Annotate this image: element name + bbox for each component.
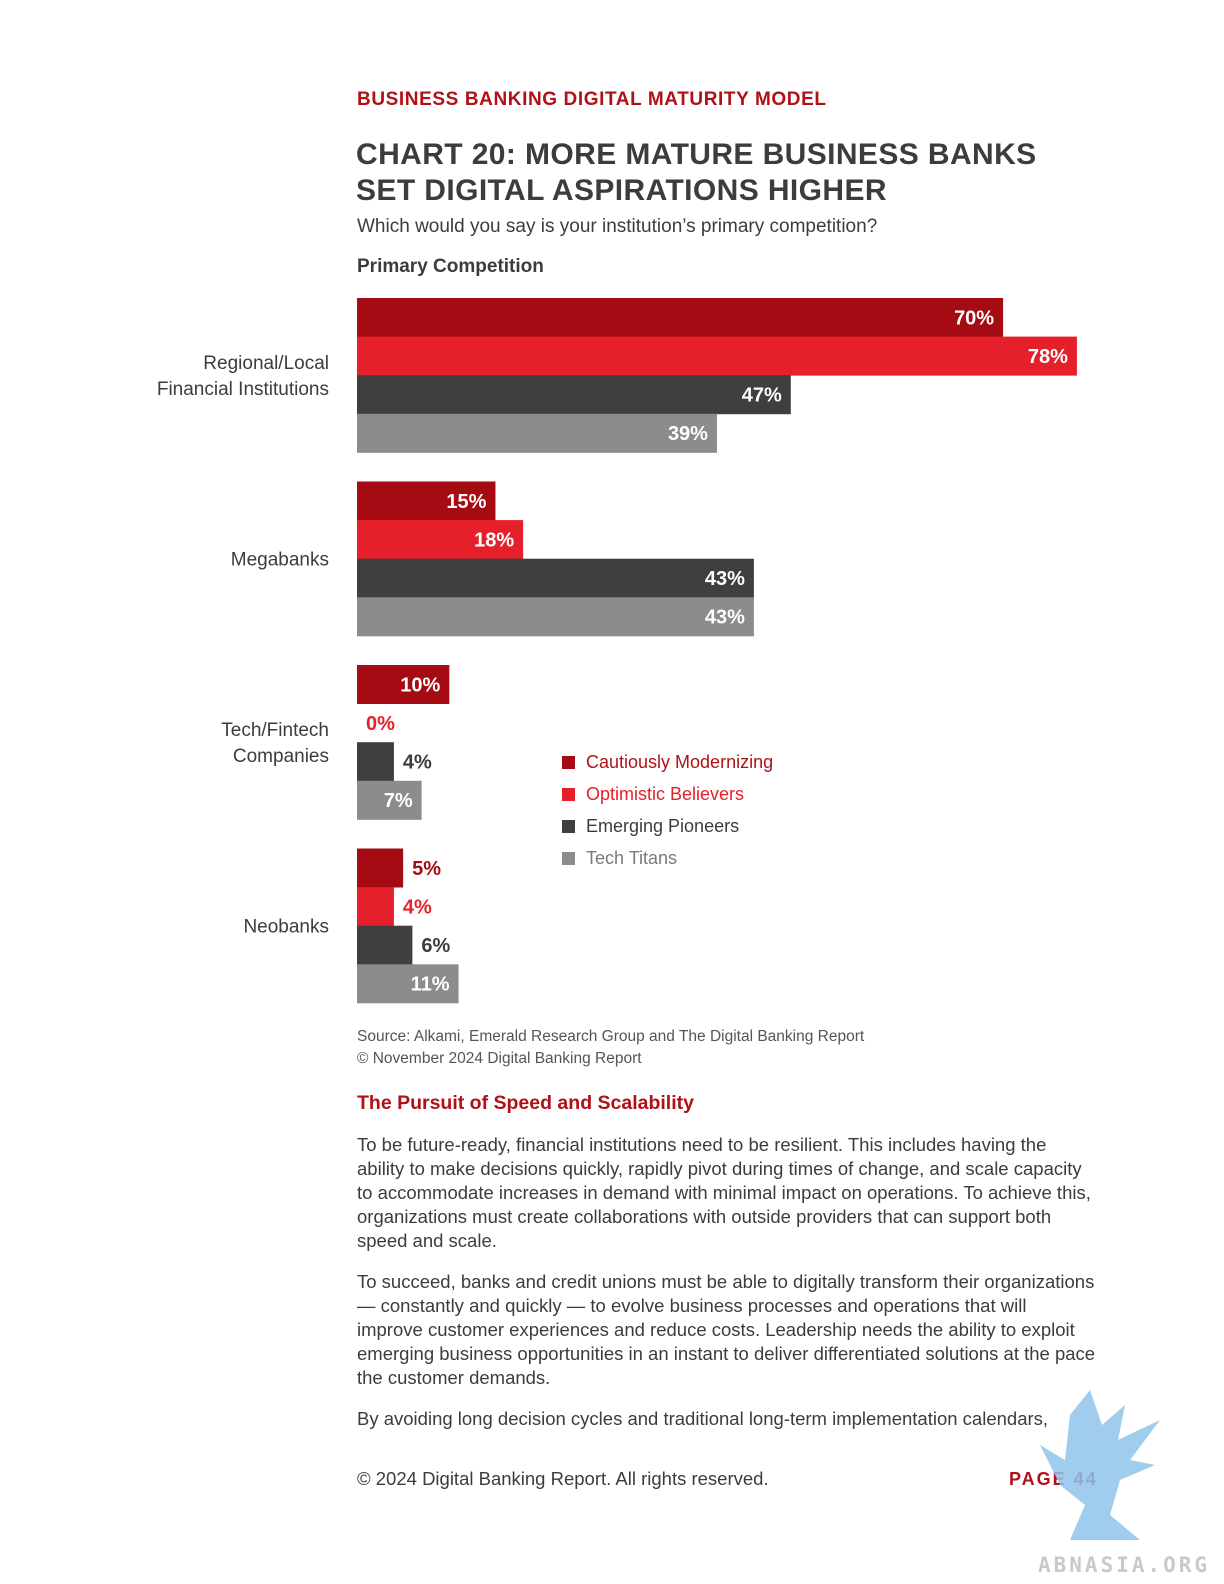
data-label: 18% <box>474 529 514 551</box>
data-label: 10% <box>400 674 440 696</box>
bar <box>357 887 394 927</box>
category-label: Neobanks <box>243 917 329 938</box>
bar <box>357 375 791 415</box>
copyright-line: © November 2024 Digital Banking Report <box>357 1050 642 1067</box>
section-heading: BUSINESS BANKING DIGITAL MATURITY MODEL <box>357 89 827 110</box>
chart-title-line-2: SET DIGITAL ASPIRATIONS HIGHER <box>356 174 887 207</box>
chart-title: CHART 20: MORE MATURE BUSINESS BANKS SET… <box>356 137 1116 209</box>
category-label: Regional/Local <box>203 353 329 374</box>
data-label: 0% <box>366 713 395 735</box>
bar <box>357 925 413 965</box>
bar <box>357 298 1004 337</box>
data-label: 70% <box>954 307 994 329</box>
bar <box>357 848 404 888</box>
griffin-logo-icon <box>1040 1390 1160 1540</box>
bar <box>357 964 459 1004</box>
bar <box>357 413 717 453</box>
section-subheading: The Pursuit of Speed and Scalability <box>357 1092 694 1114</box>
category-label: Tech/Fintech <box>221 720 329 741</box>
chart-heading: Primary Competition <box>357 256 544 277</box>
legend-label: Tech Titans <box>586 847 678 868</box>
data-label: 6% <box>421 935 450 957</box>
chart-legend: Cautiously Modernizing Optimistic Believe… <box>562 746 773 874</box>
source-line: Source: Alkami, Emerald Research Group a… <box>357 1028 865 1045</box>
bar <box>357 336 1077 376</box>
legend-item: Tech Titans <box>562 842 773 874</box>
chart-title-line-1: CHART 20: MORE MATURE BUSINESS BANKS <box>356 138 1037 171</box>
category-label: Companies <box>233 746 329 767</box>
bar <box>357 597 754 637</box>
data-label: 5% <box>412 858 441 880</box>
paragraph-1: To be future-ready, financial institutio… <box>357 1134 1091 1251</box>
bar <box>357 742 394 782</box>
data-label: 78% <box>1028 346 1068 368</box>
footer-copyright: © 2024 Digital Banking Report. All right… <box>357 1468 769 1489</box>
legend-swatch <box>562 755 575 769</box>
data-label: 7% <box>384 790 413 812</box>
data-label: 39% <box>668 423 708 445</box>
data-label: 43% <box>705 568 745 590</box>
bar <box>357 520 524 560</box>
watermark-text: ABNASIA.ORG <box>1038 1553 1211 1577</box>
bar-chart: Regional/Local Financial Institutions 70% 7… <box>157 298 1077 1004</box>
bar <box>357 780 422 820</box>
legend-swatch <box>562 787 575 801</box>
legend-label: Optimistic Believers <box>586 783 745 804</box>
legend-item: Optimistic Believers <box>562 778 773 810</box>
source-note: Source: Alkami, Emerald Research Group a… <box>357 1026 864 1070</box>
paragraph-3: By avoiding long decision cycles and tra… <box>357 1408 1049 1429</box>
paragraph-2: To succeed, banks and credit unions must… <box>357 1271 1096 1388</box>
category-label: Financial Institutions <box>157 379 329 400</box>
bar <box>357 558 754 598</box>
data-label: 43% <box>705 607 745 629</box>
data-label: 4% <box>403 896 432 918</box>
bar <box>357 665 450 704</box>
data-label: 47% <box>742 385 782 407</box>
data-label: 4% <box>403 752 432 774</box>
chart-question: Which would you say is your institution’… <box>357 216 878 237</box>
bar <box>357 481 496 521</box>
data-label: 15% <box>446 491 486 513</box>
legend-item: Emerging Pioneers <box>562 810 773 842</box>
data-label: 11% <box>411 974 450 996</box>
legend-label: Cautiously Modernizing <box>586 751 774 772</box>
category-label: Megabanks <box>231 550 329 571</box>
legend-swatch <box>562 819 575 833</box>
legend-swatch <box>562 851 575 865</box>
legend-label: Emerging Pioneers <box>586 815 740 836</box>
legend-item: Cautiously Modernizing <box>562 746 773 778</box>
